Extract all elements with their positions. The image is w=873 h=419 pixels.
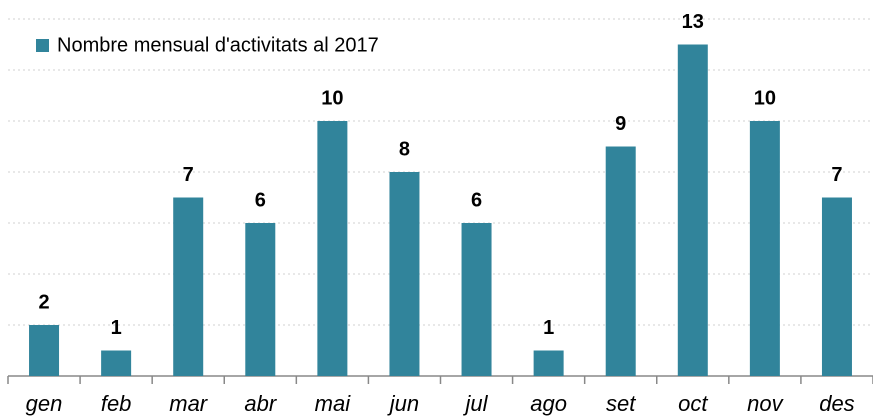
bar xyxy=(533,350,564,376)
data-label: 10 xyxy=(321,87,343,109)
data-label: 7 xyxy=(831,164,842,186)
x-tick-label: feb xyxy=(101,391,132,416)
bar xyxy=(101,350,132,376)
bar xyxy=(605,146,636,376)
data-label: 13 xyxy=(682,11,704,33)
data-label: 1 xyxy=(111,317,122,339)
data-label: 9 xyxy=(615,113,626,135)
x-tick-label: jul xyxy=(463,391,489,416)
x-tick-label: gen xyxy=(26,391,63,416)
data-label: 2 xyxy=(38,291,49,313)
data-label: 6 xyxy=(471,189,482,211)
x-tick-label: abr xyxy=(244,391,277,416)
data-label: 10 xyxy=(754,87,776,109)
bar xyxy=(389,172,420,376)
bar xyxy=(749,121,780,376)
legend-swatch xyxy=(36,39,49,52)
data-label: 8 xyxy=(399,138,410,160)
data-label: 7 xyxy=(183,164,194,186)
x-tick-label: mai xyxy=(315,391,352,416)
data-label: 1 xyxy=(543,317,554,339)
bar xyxy=(461,223,492,376)
data-label: 6 xyxy=(255,189,266,211)
bar xyxy=(245,223,276,376)
bar xyxy=(317,121,348,376)
x-tick-label: des xyxy=(819,391,854,416)
x-tick-label: oct xyxy=(678,391,708,416)
x-tick-label: jun xyxy=(387,391,419,416)
legend: Nombre mensual d'activitats al 2017 xyxy=(36,34,379,56)
x-tick-label: nov xyxy=(747,391,784,416)
bar xyxy=(677,44,708,376)
x-tick-label: mar xyxy=(169,391,209,416)
x-tick-label: set xyxy=(606,391,636,416)
x-tick-label: ago xyxy=(530,391,567,416)
bar xyxy=(29,325,60,376)
bar xyxy=(821,197,852,376)
bar xyxy=(173,197,204,376)
legend-label: Nombre mensual d'activitats al 2017 xyxy=(57,34,379,56)
